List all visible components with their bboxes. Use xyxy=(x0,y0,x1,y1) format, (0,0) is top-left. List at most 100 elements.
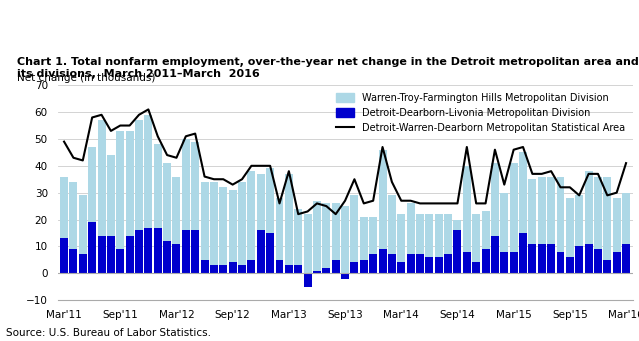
Bar xyxy=(144,227,152,273)
Bar xyxy=(406,254,415,273)
Text: Source: U.S. Bureau of Labor Statistics.: Source: U.S. Bureau of Labor Statistics. xyxy=(6,328,212,338)
Bar xyxy=(519,152,527,273)
Bar xyxy=(378,249,387,273)
Bar xyxy=(173,244,180,273)
Bar xyxy=(397,214,405,273)
Bar xyxy=(332,260,340,273)
Bar xyxy=(500,252,508,273)
Bar xyxy=(622,193,630,273)
Bar xyxy=(98,236,105,273)
Bar xyxy=(322,268,330,273)
Bar xyxy=(360,260,368,273)
Bar xyxy=(454,230,461,273)
Bar xyxy=(247,171,256,273)
Bar xyxy=(257,230,265,273)
Bar xyxy=(397,263,405,273)
Bar xyxy=(201,260,208,273)
Bar xyxy=(378,150,387,273)
Bar xyxy=(313,270,321,273)
Bar xyxy=(416,214,424,273)
Bar xyxy=(135,120,143,273)
Bar xyxy=(566,198,574,273)
Bar xyxy=(210,182,218,273)
Bar xyxy=(557,252,564,273)
Bar xyxy=(500,193,508,273)
Bar xyxy=(510,163,518,273)
Bar xyxy=(435,257,443,273)
Bar xyxy=(107,155,115,273)
Bar xyxy=(341,206,349,273)
Bar xyxy=(406,203,415,273)
Bar xyxy=(285,174,293,273)
Bar xyxy=(126,236,134,273)
Bar xyxy=(238,182,246,273)
Bar xyxy=(294,209,302,273)
Bar xyxy=(79,254,87,273)
Bar xyxy=(538,177,546,273)
Bar xyxy=(88,222,96,273)
Bar xyxy=(482,211,489,273)
Bar xyxy=(98,120,105,273)
Bar xyxy=(510,252,518,273)
Bar xyxy=(613,252,620,273)
Bar xyxy=(435,214,443,273)
Bar xyxy=(594,249,602,273)
Bar xyxy=(613,198,620,273)
Bar xyxy=(360,217,368,273)
Bar xyxy=(266,233,274,273)
Bar xyxy=(519,233,527,273)
Bar xyxy=(285,265,293,273)
Bar xyxy=(191,230,199,273)
Bar xyxy=(622,244,630,273)
Bar xyxy=(163,163,171,273)
Bar xyxy=(585,244,592,273)
Bar xyxy=(275,198,284,273)
Bar xyxy=(79,195,87,273)
Bar xyxy=(107,236,115,273)
Bar xyxy=(416,254,424,273)
Bar xyxy=(135,230,143,273)
Bar xyxy=(472,214,480,273)
Bar xyxy=(528,179,536,273)
Bar xyxy=(144,115,152,273)
Bar xyxy=(603,260,612,273)
Bar xyxy=(313,201,321,273)
Bar xyxy=(426,214,433,273)
Bar xyxy=(350,263,358,273)
Bar xyxy=(388,254,396,273)
Bar xyxy=(247,260,256,273)
Bar xyxy=(304,214,312,273)
Bar xyxy=(229,190,236,273)
Bar xyxy=(566,257,574,273)
Bar xyxy=(369,254,377,273)
Bar xyxy=(603,177,612,273)
Bar xyxy=(266,168,274,273)
Bar xyxy=(528,244,536,273)
Bar xyxy=(173,177,180,273)
Bar xyxy=(454,220,461,273)
Bar xyxy=(575,195,583,273)
Bar xyxy=(210,265,218,273)
Bar xyxy=(594,177,602,273)
Bar xyxy=(350,195,358,273)
Bar xyxy=(444,214,452,273)
Bar xyxy=(444,254,452,273)
Bar xyxy=(482,249,489,273)
Bar xyxy=(154,227,162,273)
Text: Net change (in thousands): Net change (in thousands) xyxy=(17,73,156,83)
Bar xyxy=(238,265,246,273)
Bar xyxy=(341,273,349,279)
Bar xyxy=(538,244,546,273)
Bar xyxy=(472,263,480,273)
Bar xyxy=(275,260,284,273)
Bar xyxy=(369,217,377,273)
Bar xyxy=(182,139,190,273)
Bar xyxy=(201,182,208,273)
Bar xyxy=(491,163,499,273)
Bar xyxy=(585,171,592,273)
Bar xyxy=(426,257,433,273)
Text: Chart 1. Total nonfarm employment, over-the-year net change in the Detroit metro: Chart 1. Total nonfarm employment, over-… xyxy=(17,57,639,79)
Legend: Warren-Troy-Farmington Hills Metropolitan Division, Detroit-Dearborn-Livonia Met: Warren-Troy-Farmington Hills Metropolita… xyxy=(334,90,627,136)
Bar xyxy=(547,244,555,273)
Bar xyxy=(304,273,312,287)
